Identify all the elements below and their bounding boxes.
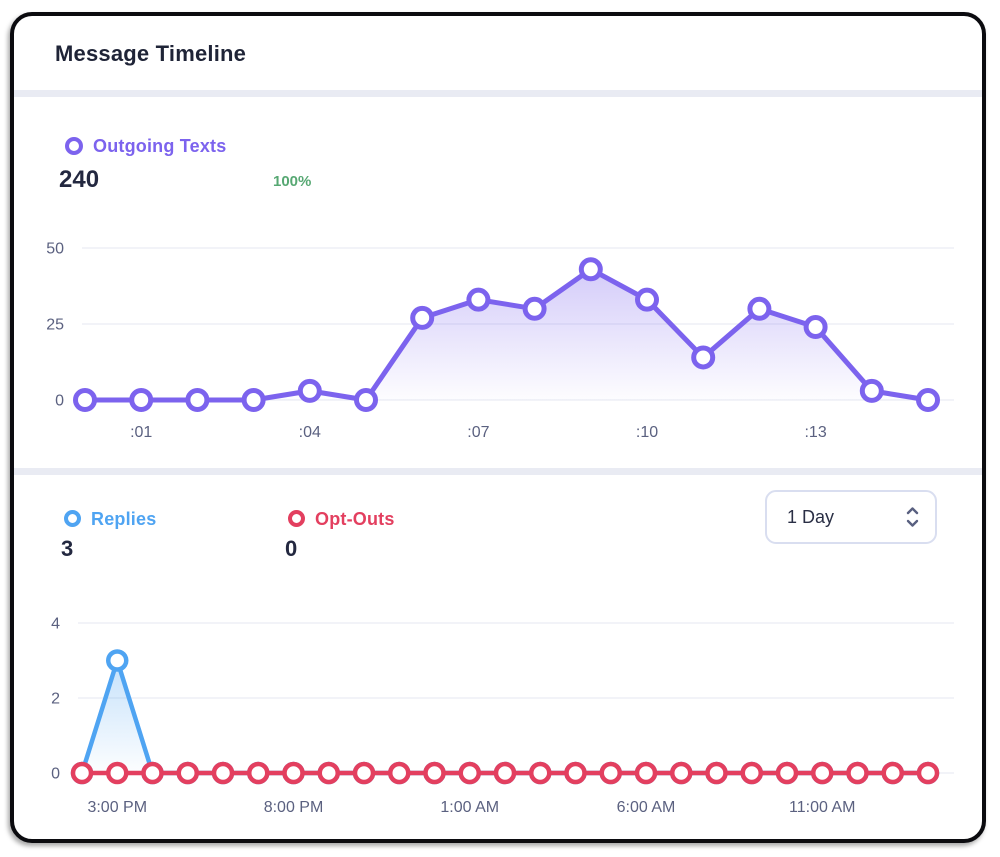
opt-outs-total: 0 <box>285 536 298 561</box>
svg-text:8:00 PM: 8:00 PM <box>264 799 324 816</box>
replies-total: 3 <box>61 536 74 561</box>
header-divider <box>14 90 982 97</box>
svg-text::07: :07 <box>467 424 489 441</box>
svg-text:1:00 AM: 1:00 AM <box>440 799 499 816</box>
outgoing-texts-percent: 100% <box>273 173 312 190</box>
svg-text:25: 25 <box>46 317 64 334</box>
opt-outs-label: Opt-Outs <box>315 509 395 529</box>
svg-text:4: 4 <box>51 616 60 633</box>
time-range-dropdown-wrap: 1 Day <box>765 490 937 544</box>
outgoing-texts-label: Outgoing Texts <box>93 136 227 156</box>
svg-text::04: :04 <box>299 424 321 441</box>
svg-text::10: :10 <box>636 424 658 441</box>
svg-text:11:00 AM: 11:00 AM <box>789 799 855 816</box>
replies-legend-icon <box>64 510 81 527</box>
svg-text:50: 50 <box>46 241 64 258</box>
outgoing-texts-total: 240 <box>59 166 100 193</box>
time-range-dropdown[interactable]: 1 Day <box>765 490 937 544</box>
message-timeline-card: Message Timeline Outgoing Texts 240 100%… <box>10 12 986 843</box>
svg-text:0: 0 <box>55 393 64 410</box>
svg-text:3:00 PM: 3:00 PM <box>87 799 147 816</box>
svg-text::13: :13 <box>804 424 826 441</box>
outgoing-texts-legend-icon <box>65 137 83 155</box>
svg-text:2: 2 <box>51 691 60 708</box>
outgoing-texts-chart: 0 25 50 :01 :04 :07 :10 :13 <box>46 241 954 441</box>
page-title: Message Timeline <box>55 41 247 66</box>
svg-text:0: 0 <box>51 766 60 783</box>
svg-text:6:00 AM: 6:00 AM <box>617 799 676 816</box>
section-divider <box>14 468 982 475</box>
opt-outs-legend-icon <box>288 510 305 527</box>
replies-label: Replies <box>91 509 157 529</box>
replies-optouts-chart: 0 2 4 3:00 PM 8:00 PM 1:00 AM 6:00 AM 11:00 AM <box>51 616 954 816</box>
svg-text::01: :01 <box>130 424 152 441</box>
